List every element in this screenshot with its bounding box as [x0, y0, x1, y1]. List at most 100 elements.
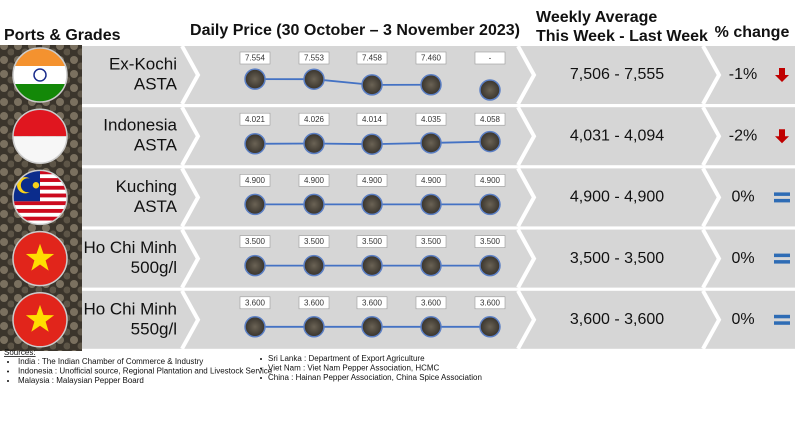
chevron-separator — [180, 45, 201, 105]
flag — [13, 292, 67, 347]
port-name: 500g/l — [131, 258, 177, 277]
port-name: Ho Chi Minh — [83, 299, 177, 318]
flag — [13, 231, 67, 286]
chevron-separator — [516, 167, 537, 228]
price-marker — [303, 193, 325, 216]
label-box — [239, 174, 271, 187]
label-box — [415, 51, 447, 65]
port-name: Kuching — [116, 177, 177, 196]
label-box — [239, 112, 271, 126]
trend-flat-icon — [774, 198, 790, 203]
price-marker — [479, 193, 501, 216]
chevron-separator — [701, 167, 722, 228]
price-label: 4.026 — [304, 115, 325, 124]
price-label: 3.500 — [362, 237, 383, 246]
label-box — [474, 112, 506, 126]
chevron-separator — [516, 228, 537, 289]
bullet — [260, 377, 262, 379]
price-label: 4.058 — [480, 115, 501, 124]
price-label: 7.553 — [304, 54, 325, 63]
weekly-average: 4,900 - 4,900 — [570, 189, 664, 206]
price-marker — [303, 316, 325, 338]
price-marker — [303, 254, 325, 277]
bullet — [7, 380, 9, 382]
price-marker — [361, 254, 383, 277]
price-marker — [420, 74, 442, 96]
flag-rim — [12, 169, 68, 226]
weekly-average: 3,500 - 3,500 — [570, 250, 664, 267]
price-label: 3.500 — [421, 237, 442, 246]
label-box — [356, 112, 388, 126]
flag-band — [13, 66, 67, 84]
price-marker — [244, 254, 266, 277]
price-label: - — [489, 54, 492, 63]
price-label: 3.600 — [362, 298, 383, 307]
label-box — [298, 174, 330, 187]
price-marker — [479, 316, 501, 338]
price-marker — [361, 74, 383, 96]
price-marker — [244, 193, 266, 216]
price-marker — [303, 68, 325, 90]
flag-rim — [12, 108, 68, 164]
flag-star — [32, 182, 40, 189]
price-marker — [244, 133, 266, 155]
price-label: 4.014 — [362, 115, 383, 124]
price-label: 3.600 — [421, 298, 442, 307]
price-marker — [244, 68, 266, 90]
price-label: 3.600 — [304, 298, 325, 307]
price-label: 4.900 — [304, 176, 325, 185]
label-box — [298, 235, 330, 248]
price-label: 4.900 — [245, 176, 266, 185]
source-entry: Sri Lanka : Department of Export Agricul… — [268, 354, 425, 363]
price-marker — [420, 193, 442, 216]
chevron-separator — [701, 228, 722, 289]
source-entry: Malaysia : Malaysian Pepper Board — [18, 376, 144, 385]
label-box — [474, 296, 506, 310]
label-box — [415, 112, 447, 126]
source-entry: China : Hainan Pepper Association, China… — [268, 373, 482, 382]
price-marker — [361, 193, 383, 216]
flag — [13, 170, 67, 225]
flag-star — [25, 304, 55, 332]
header-weekly: This Week - Last Week — [536, 28, 708, 45]
price-marker — [479, 79, 501, 101]
label-box — [356, 174, 388, 187]
label-box — [239, 296, 271, 310]
source-entry: Viet Nam : Viet Nam Pepper Association, … — [268, 364, 440, 373]
price-label: 4.900 — [362, 176, 383, 185]
flag-rim — [12, 292, 68, 348]
port-name: ASTA — [134, 74, 178, 93]
price-label: 7.458 — [362, 54, 383, 63]
bullet — [260, 358, 262, 360]
percent-change: 0% — [731, 311, 754, 328]
trend-down-icon — [775, 68, 789, 82]
flag-stripe — [13, 212, 67, 218]
header-ports: Ports & Grades — [4, 27, 121, 44]
bullet — [7, 361, 9, 363]
price-label: 3.500 — [480, 237, 501, 246]
trend-down-icon — [775, 129, 789, 144]
label-box — [298, 51, 330, 65]
label-box — [415, 235, 447, 248]
chevron-separator — [701, 289, 722, 350]
price-marker — [479, 254, 501, 277]
chevron-separator — [516, 289, 537, 350]
header-daily: Daily Price (30 October – 3 November 202… — [190, 22, 520, 39]
label-box — [474, 174, 506, 187]
label-box — [415, 174, 447, 187]
label-box — [415, 296, 447, 310]
label-box — [356, 51, 388, 65]
port-name: ASTA — [134, 197, 178, 216]
price-marker — [420, 316, 442, 338]
bullet — [7, 370, 9, 373]
weekly-average: 7,506 - 7,555 — [570, 66, 664, 83]
chevron-separator — [516, 106, 537, 167]
source-entry: India : The Indian Chamber of Commerce &… — [18, 357, 203, 366]
trend-flat-icon — [774, 192, 790, 196]
price-label: 3.600 — [245, 298, 266, 307]
price-marker — [244, 316, 266, 338]
trend-flat-icon — [774, 321, 790, 325]
chevron-separator — [180, 167, 201, 228]
flag-stripe — [13, 205, 67, 210]
port-name: 550g/l — [131, 319, 177, 338]
